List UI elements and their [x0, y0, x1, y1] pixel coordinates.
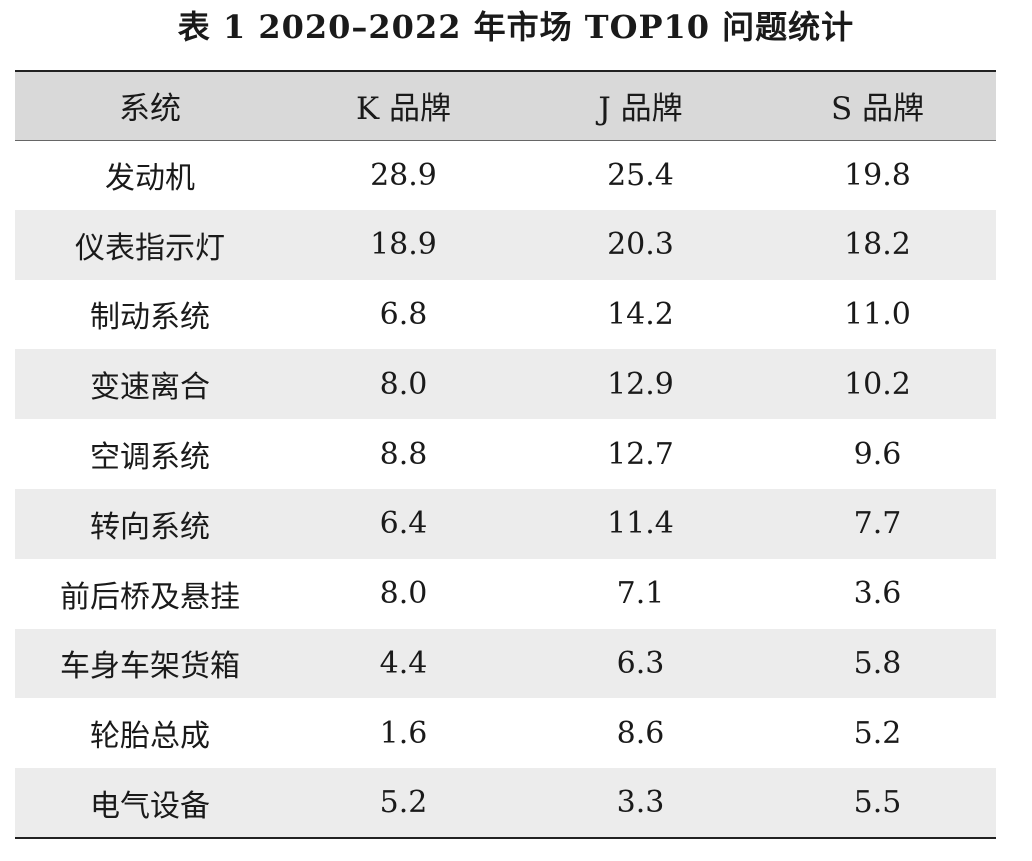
header-j-brand: J 品牌 [522, 70, 759, 141]
cell-s-brand: 5.8 [853, 645, 902, 681]
cell-system: 仪表指示灯 [75, 230, 225, 266]
cell-s-brand: 7.7 [853, 506, 902, 542]
table-row: 变速离合 8.0 12.9 10.2 [15, 349, 996, 420]
cell-k-brand: 5.2 [285, 768, 522, 839]
cell-j-brand: 3.3 [522, 768, 759, 839]
cell-system: 车身车架货箱 [60, 649, 240, 685]
table-row: 电气设备 5.2 3.3 5.5 [15, 768, 996, 839]
cell-s-brand: 19.8 [844, 157, 911, 193]
cell-system: 电气设备 [15, 768, 285, 839]
table-row: 发动机 28.9 25.4 19.8 [15, 140, 996, 210]
cell-system: 轮胎总成 [90, 719, 210, 755]
table-row: 空调系统 8.8 12.7 9.6 [15, 419, 996, 489]
cell-k-brand: 8.0 [379, 576, 428, 612]
cell-s-brand: 5.2 [853, 715, 902, 751]
cell-j-brand: 20.3 [607, 227, 674, 263]
table-row: 仪表指示灯 18.9 20.3 18.2 [15, 209, 996, 280]
cell-system: 制动系统 [90, 300, 210, 336]
cell-j-brand: 11.4 [607, 506, 674, 542]
cell-k-brand: 4.4 [379, 645, 428, 681]
header-k-brand: K 品牌 [285, 70, 522, 141]
cell-system: 发动机 [105, 161, 195, 197]
cell-k-brand: 28.9 [370, 157, 437, 193]
cell-j-brand: 14.2 [607, 296, 674, 332]
cell-k-brand: 6.8 [379, 296, 428, 332]
cell-system: 前后桥及悬挂 [60, 579, 240, 615]
cell-j-brand: 12.9 [607, 366, 674, 402]
cell-k-brand: 6.4 [379, 506, 428, 542]
table-row: 前后桥及悬挂 8.0 7.1 3.6 [15, 559, 996, 629]
cell-j-brand: 12.7 [607, 436, 674, 472]
cell-s-brand: 3.6 [853, 576, 902, 612]
cell-system: 转向系统 [90, 509, 210, 545]
table-row: 车身车架货箱 4.4 6.3 5.8 [15, 628, 996, 699]
table-header: 系统 K 品牌 J 品牌 S 品牌 [15, 70, 996, 141]
statistics-table: 系统 K 品牌 J 品牌 S 品牌 发动机 28.9 25.4 19.8 仪表指示灯 18… [15, 70, 996, 839]
cell-k-brand: 18.9 [370, 227, 437, 263]
cell-j-brand: 8.6 [616, 715, 665, 751]
table-container: 系统 K 品牌 J 品牌 S 品牌 发动机 28.9 25.4 19.8 仪表指示灯 18… [15, 70, 996, 839]
cell-k-brand: 8.0 [379, 366, 428, 402]
table-row: 制动系统 6.8 14.2 11.0 [15, 280, 996, 350]
header-system: 系统 [15, 70, 285, 141]
cell-s-brand: 11.0 [844, 296, 911, 332]
table-body: 发动机 28.9 25.4 19.8 仪表指示灯 18.9 20.3 18.2 制动系统 6.8 1… [15, 140, 996, 839]
cell-system: 空调系统 [90, 440, 210, 476]
cell-j-brand: 6.3 [616, 645, 665, 681]
cell-j-brand: 7.1 [616, 576, 665, 612]
table-row: 转向系统 6.4 11.4 7.7 [15, 488, 996, 559]
cell-k-brand: 1.6 [379, 715, 428, 751]
cell-j-brand: 25.4 [607, 157, 674, 193]
table-row: 轮胎总成 1.6 8.6 5.2 [15, 698, 996, 768]
cell-k-brand: 8.8 [379, 436, 428, 472]
cell-system: 变速离合 [90, 370, 210, 406]
cell-s-brand: 5.5 [759, 768, 996, 839]
cell-s-brand: 18.2 [844, 227, 911, 263]
table-title: 表 1 2020–2022 年市场 TOP10 问题统计 [177, 8, 855, 46]
cell-s-brand: 10.2 [844, 366, 911, 402]
cell-s-brand: 9.6 [853, 436, 902, 472]
header-row: 系统 K 品牌 J 品牌 S 品牌 [15, 70, 996, 141]
header-s-brand: S 品牌 [759, 70, 996, 141]
